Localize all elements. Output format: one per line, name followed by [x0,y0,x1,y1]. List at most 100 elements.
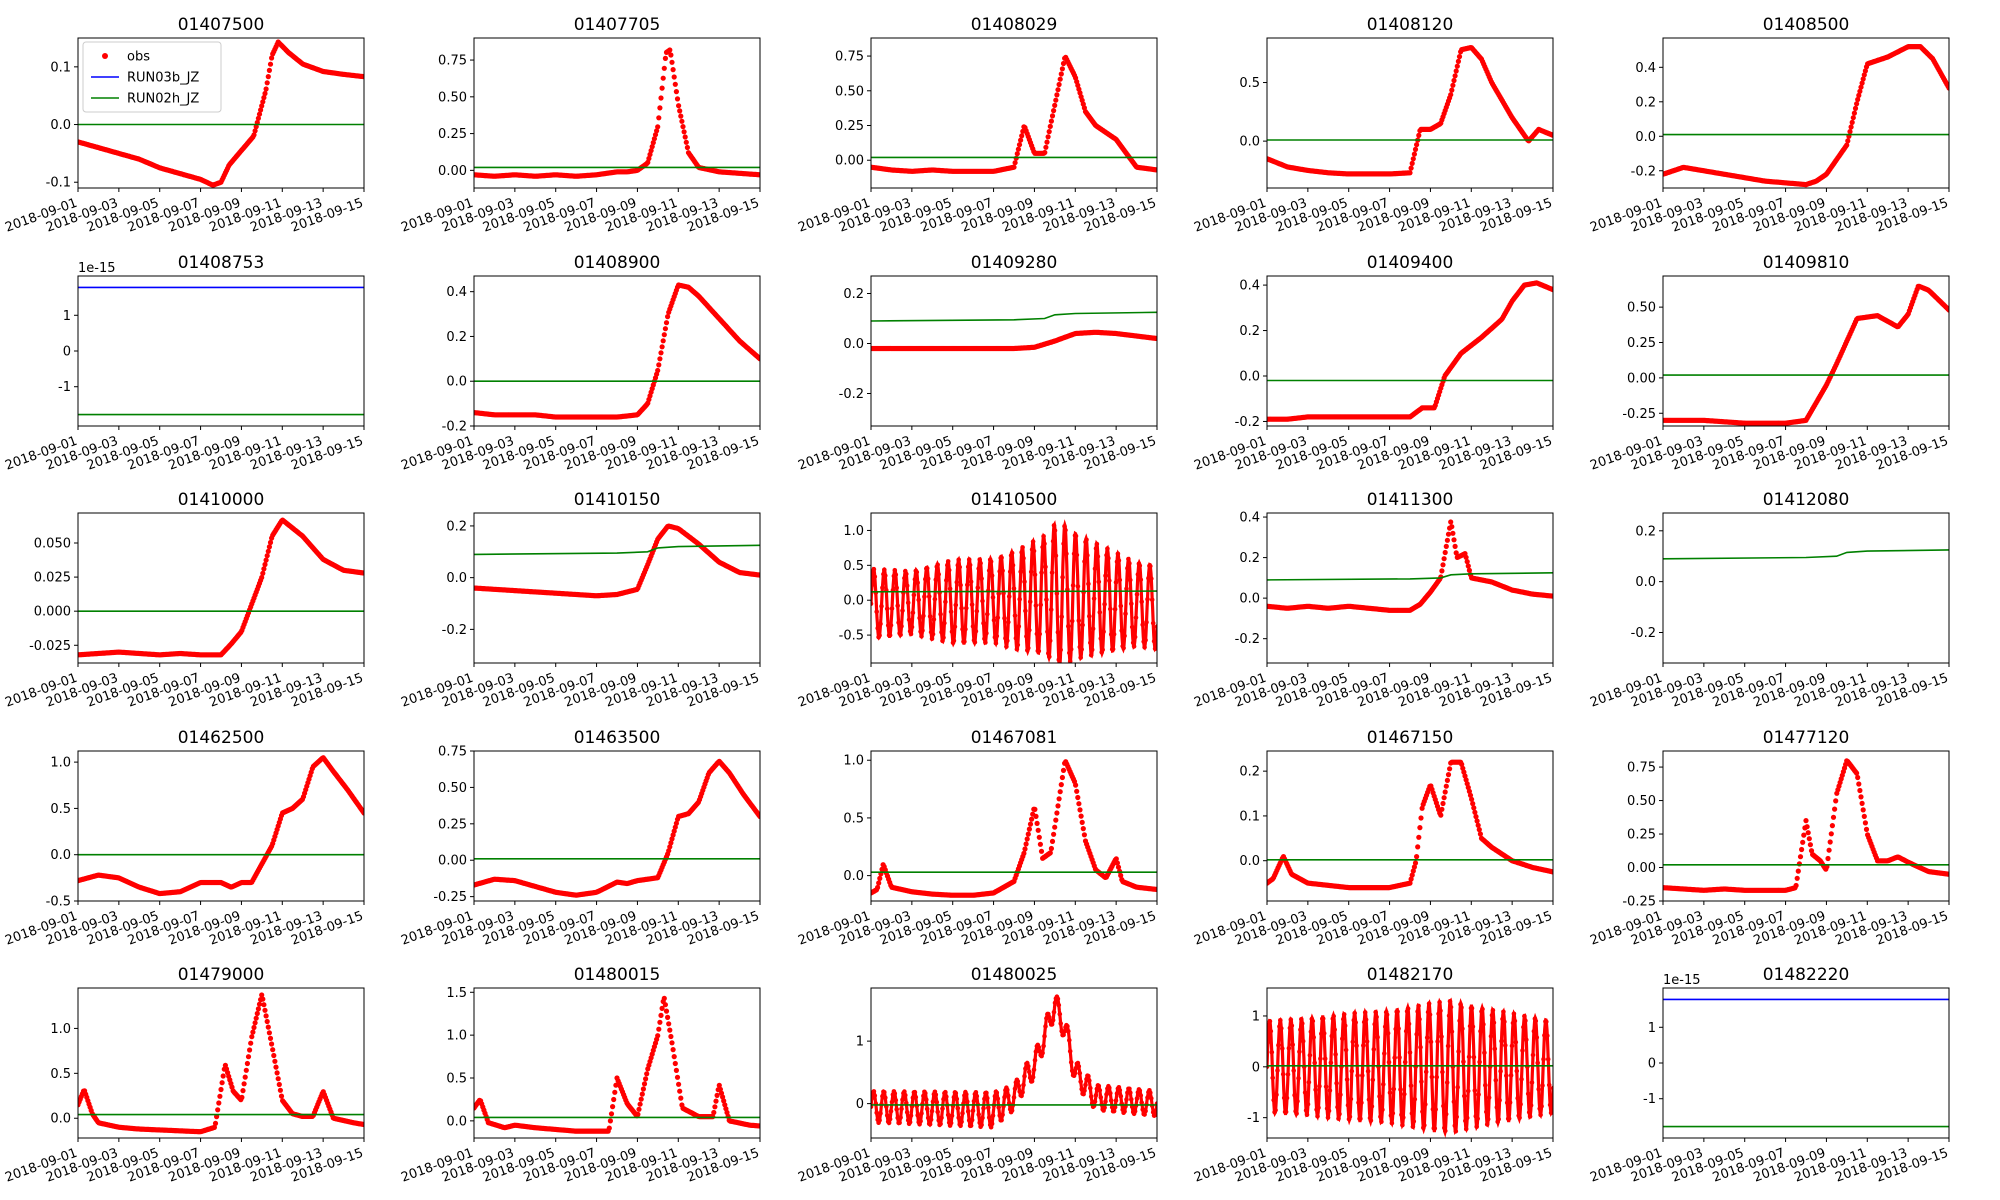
obs-point [1448,92,1454,98]
axes-frame [77,37,365,189]
obs-point [661,332,667,338]
ytick-label: 0.25 [1627,336,1656,351]
axes-frame [473,750,761,902]
obs-point [264,553,270,559]
obs-point [1452,73,1458,79]
obs-point [1443,783,1449,789]
obs-point [1466,567,1472,574]
ytick-label: 0.0 [446,375,467,390]
obs-point [1054,92,1060,98]
series-obs [474,47,760,179]
obs-point [1858,84,1864,90]
ytick-label: 0.00 [1627,371,1656,386]
obs-point [672,81,678,87]
obs-point [1043,144,1049,150]
ytick-label: -0.2 [442,623,467,638]
obs-point [261,566,267,572]
obs-point [1449,524,1455,530]
ytick-label: 0.5 [843,811,864,826]
axes-frame [870,750,1158,902]
obs-point [1027,821,1034,827]
obs-point [1035,827,1041,833]
series-obs [871,54,1157,174]
obs-point [1847,129,1853,135]
ytick-label: 1 [63,309,71,324]
obs-point [1476,827,1482,833]
obs-point [659,85,665,91]
obs-point [1418,815,1424,821]
obs-point [1438,812,1444,818]
ytick-label: -0.2 [1631,626,1656,641]
axes-frame [870,275,1158,427]
subplot-title: 01412080 [1763,490,1850,510]
ytick-label: 0.25 [835,119,864,134]
obs-point [1029,816,1035,822]
obs-point [1045,134,1051,140]
axes-frame [473,37,761,189]
ytick-label: 0.1 [50,60,71,75]
ytick-label: -0.2 [1631,164,1656,179]
obs-point [1848,124,1854,130]
obs-point [1060,60,1067,67]
obs-point [1463,554,1469,560]
obs-point [1550,132,1553,138]
subplot-01412080: 01412080-0.20.00.22018-09-012018-09-0320… [1588,490,1950,711]
obs-point [669,59,675,65]
series-obs [78,755,364,897]
obs-point [1012,160,1018,166]
obs-point [259,574,265,581]
ytick-label: 0.0 [1239,592,1260,607]
obs-point [266,67,272,73]
subplot-title: 01407500 [178,15,265,35]
obs-point [1037,841,1043,847]
obs-point [1416,132,1422,138]
obs-point [1407,880,1413,886]
yaxis-offset: 1e-15 [78,261,116,276]
obs-point [1059,774,1065,781]
obs-point [1442,789,1448,795]
obs-point [1467,792,1474,798]
plot-area [78,755,364,897]
axes-frame [1662,512,1950,664]
obs-point [660,75,666,81]
axes-frame [77,275,365,427]
obs-point [757,356,760,362]
obs-point [1052,102,1058,108]
obs-point [877,875,883,882]
obs-point [1465,563,1471,569]
plot-area [871,311,1157,352]
obs-point [1410,868,1416,874]
ytick-label: 0.025 [34,571,71,586]
subplot-title: 01407705 [574,15,661,35]
ytick-label: 0.2 [1239,324,1260,339]
series-obs [78,39,364,188]
obs-point [757,813,760,820]
obs-point [1036,834,1042,840]
obs-point [665,314,671,320]
ytick-label: 0.0 [1239,370,1260,385]
obs-point [1060,767,1067,774]
subplot-title: 01410000 [178,490,265,510]
obs-point [1118,872,1124,879]
obs-point [252,128,258,134]
obs-point [1058,782,1064,788]
plot-area [474,282,760,420]
obs-point [667,47,673,53]
obs-point [674,96,681,102]
axes-frame [1266,37,1554,189]
obs-point [667,844,673,850]
ytick-label: -0.25 [1622,407,1656,422]
subplot-title: 01408900 [574,253,661,273]
obs-point [1154,335,1157,342]
obs-point [1052,824,1058,830]
obs-point [1051,108,1057,114]
obs-point [648,148,654,154]
obs-point [1862,68,1868,74]
ytick-label: 1.0 [843,754,864,769]
obs-point [266,544,272,550]
obs-point [1856,92,1862,98]
obs-point [1115,864,1122,870]
obs-point [258,107,264,113]
ytick-label: -1 [58,380,71,395]
subplot-title: 01409400 [1367,253,1454,273]
